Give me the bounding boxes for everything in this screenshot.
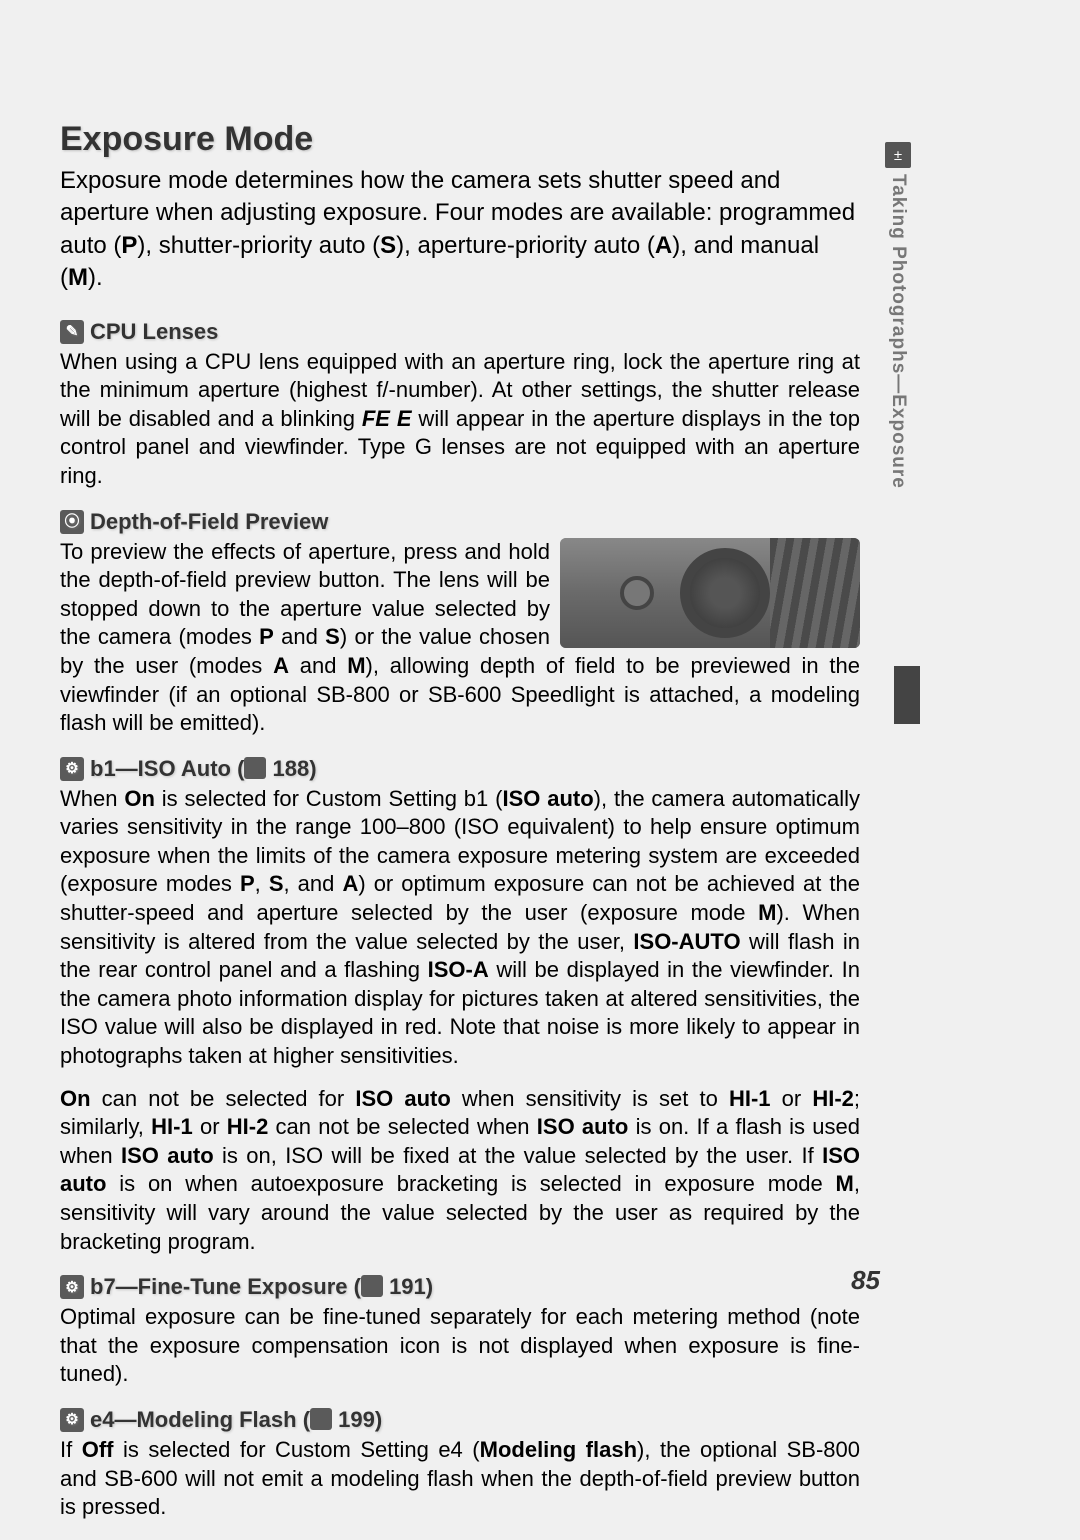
section: ⚙ e4—Modeling Flash ( 199) If Off is sele…	[60, 1407, 860, 1522]
section-heading: ⚙ b7—Fine-Tune Exposure ( 191)	[60, 1274, 860, 1300]
section-icon: ⚙	[60, 1275, 84, 1299]
section-heading-text: e4—Modeling Flash ( 199)	[90, 1407, 382, 1433]
section-icon: ⚙	[60, 1408, 84, 1432]
section-heading: ✎ CPU Lenses	[60, 319, 860, 345]
page-ref-icon	[244, 757, 266, 779]
section-body: When On is selected for Custom Setting b…	[60, 785, 860, 1071]
side-tab: ± Taking Photographs—Exposure	[884, 142, 912, 489]
section-icon: ✎	[60, 320, 84, 344]
page-title: Exposure Mode	[60, 120, 860, 159]
page-ref-icon	[310, 1408, 332, 1430]
section-heading-text: b7—Fine-Tune Exposure ( 191)	[90, 1274, 433, 1300]
section-heading-text: b1—ISO Auto ( 188)	[90, 756, 317, 782]
section: ✎ CPU Lenses When using a CPU lens equipp…	[60, 319, 860, 491]
section-icon: ⚙	[60, 757, 84, 781]
section-body: When using a CPU lens equipped with an a…	[60, 348, 860, 491]
section-heading: ⚙ b1—ISO Auto ( 188)	[60, 756, 860, 782]
section-icon: ⦿	[60, 510, 84, 534]
section-heading: ⚙ e4—Modeling Flash ( 199)	[60, 1407, 860, 1433]
section-body: If Off is selected for Custom Setting e4…	[60, 1436, 860, 1522]
intro-paragraph: Exposure mode determines how the camera …	[60, 165, 860, 295]
exposure-comp-icon: ±	[885, 142, 911, 168]
section-body: On can not be selected for ISO auto when…	[60, 1085, 860, 1257]
section: ⚙ b7—Fine-Tune Exposure ( 191) Optimal ex…	[60, 1274, 860, 1389]
section: ⦿ Depth-of-Field Preview To preview the …	[60, 509, 860, 738]
side-tab-label: Taking Photographs—Exposure	[887, 174, 909, 489]
section-heading-text: CPU Lenses	[90, 319, 218, 345]
section-heading: ⦿ Depth-of-Field Preview	[60, 509, 860, 535]
section-body: Optimal exposure can be fine-tuned separ…	[60, 1303, 860, 1389]
thumb-index-tab	[894, 666, 920, 724]
page-number: 85	[851, 1265, 880, 1296]
page-content: Exposure Mode Exposure mode determines h…	[60, 120, 860, 1540]
section: ⚙ b1—ISO Auto ( 188) When On is selected …	[60, 756, 860, 1257]
depth-of-field-illustration	[560, 538, 860, 648]
section-heading-text: Depth-of-Field Preview	[90, 509, 328, 535]
page-ref-icon	[361, 1275, 383, 1297]
section-body: To preview the effects of aperture, pres…	[60, 538, 860, 738]
